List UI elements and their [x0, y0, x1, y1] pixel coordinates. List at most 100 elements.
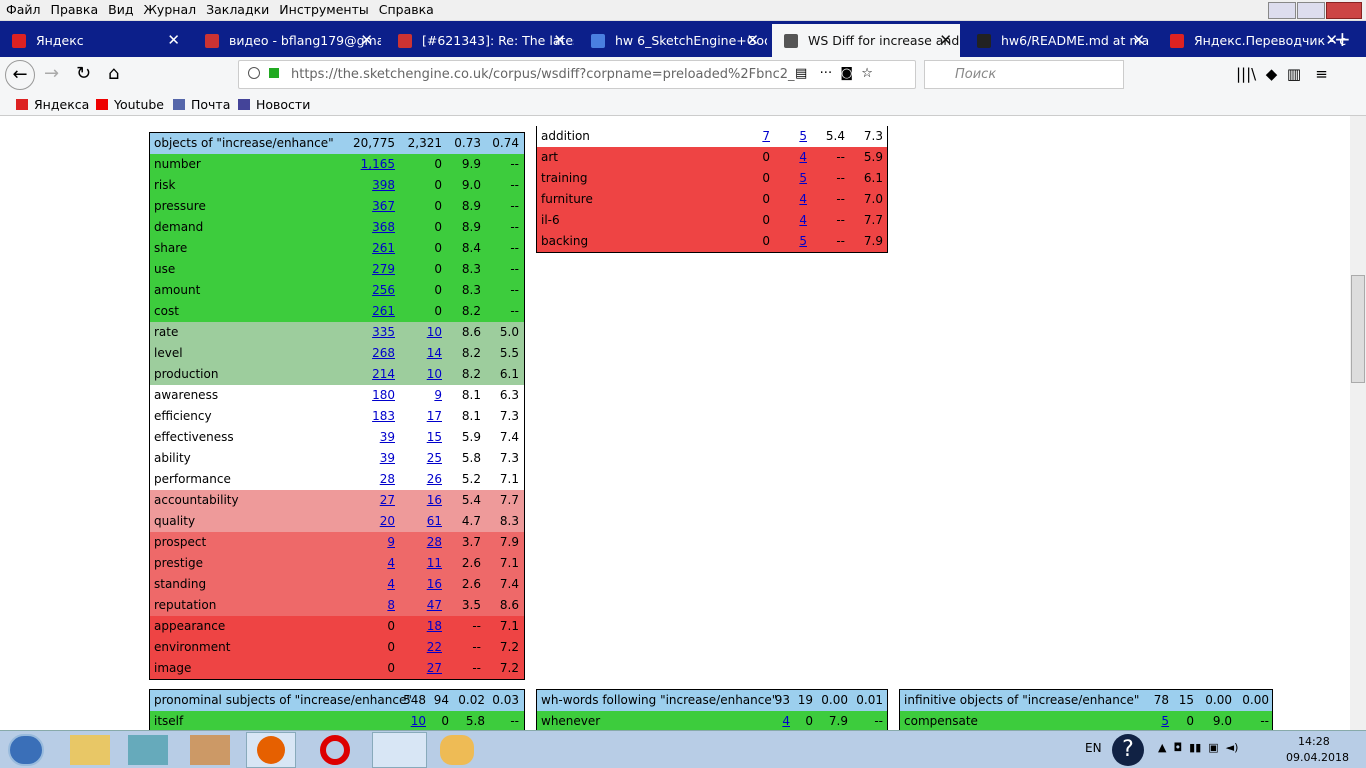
bookmark[interactable]: Яндекса — [34, 97, 90, 112]
frequency-link[interactable]: 39 — [379, 451, 395, 465]
frequency-link[interactable]: 16 — [426, 493, 442, 507]
frequency-link[interactable]: 5 — [1161, 714, 1169, 728]
menu-item[interactable]: Вид — [108, 2, 134, 17]
media-icon[interactable] — [128, 735, 168, 765]
bookmark[interactable]: Почта — [191, 97, 231, 112]
frequency-link[interactable]: 18 — [426, 619, 442, 633]
frequency-link[interactable]: 47 — [426, 598, 442, 612]
menu-item[interactable]: Инструменты — [279, 2, 369, 17]
frequency-link[interactable]: 27 — [379, 493, 395, 507]
frequency-link[interactable]: 5 — [799, 129, 807, 143]
frequency-link[interactable]: 17 — [426, 409, 442, 423]
frequency-link[interactable]: 180 — [372, 388, 395, 402]
paint-icon[interactable] — [440, 735, 474, 765]
frequency-link[interactable]: 5 — [799, 234, 807, 248]
frequency-link[interactable]: 279 — [372, 262, 395, 276]
frequency-link[interactable]: 61 — [426, 514, 442, 528]
frequency-link[interactable]: 4 — [387, 577, 395, 591]
forward-button[interactable]: → — [44, 63, 60, 84]
frequency-link[interactable]: 261 — [372, 304, 395, 318]
toolbar-icons[interactable]: |||\ ◆ ▥ ≡ — [1236, 65, 1328, 83]
frequency-link[interactable]: 15 — [426, 430, 442, 444]
frequency-link[interactable]: 7 — [762, 129, 770, 143]
menu-item[interactable]: Файл — [6, 2, 41, 17]
home-button[interactable]: ⌂ — [108, 63, 120, 84]
maximize[interactable] — [1297, 2, 1325, 19]
clock-time[interactable]: 14:28 — [1298, 735, 1330, 748]
start-button[interactable] — [8, 734, 44, 766]
frequency-link[interactable]: 8 — [387, 598, 395, 612]
close[interactable] — [1326, 2, 1362, 19]
scrollbar[interactable] — [1350, 116, 1366, 730]
tab-close[interactable]: ✕ — [167, 31, 180, 49]
menu-item[interactable]: Правка — [50, 2, 99, 17]
minimize[interactable] — [1268, 2, 1296, 19]
frequency-link[interactable]: 183 — [372, 409, 395, 423]
tab[interactable]: видео - bflang179@gma ✕ — [193, 24, 381, 57]
menu-item[interactable]: Закладки — [206, 2, 270, 17]
tab-close[interactable]: ✕ — [360, 31, 373, 49]
tab-close[interactable]: ✕ — [746, 31, 759, 49]
opera-icon[interactable] — [320, 735, 350, 765]
frequency-link[interactable]: 22 — [426, 640, 442, 654]
bookmark[interactable]: Новости — [256, 97, 311, 112]
frequency-link[interactable]: 4 — [782, 714, 790, 728]
clock-date[interactable]: 09.04.2018 — [1286, 751, 1349, 764]
new-tab[interactable]: + — [1334, 27, 1351, 51]
frequency-link[interactable]: 25 — [426, 451, 442, 465]
back-button[interactable]: ← — [5, 60, 35, 90]
frequency-link[interactable]: 9 — [387, 535, 395, 549]
hp-icon[interactable] — [372, 732, 427, 768]
info-icon[interactable] — [248, 67, 260, 79]
tab-close[interactable]: ✕ — [939, 31, 952, 49]
frequency-link[interactable]: 5 — [799, 171, 807, 185]
frequency-link[interactable]: 14 — [426, 346, 442, 360]
firefox-icon[interactable] — [246, 732, 296, 768]
menu-item[interactable]: Журнал — [143, 2, 197, 17]
explorer-icon[interactable] — [70, 735, 110, 765]
frequency-link[interactable]: 256 — [372, 283, 395, 297]
tab[interactable]: WS Diff for increase and ✕ — [772, 24, 960, 57]
frequency-link[interactable]: 4 — [387, 556, 395, 570]
menu-item[interactable]: Справка — [378, 2, 434, 17]
tab[interactable]: Яндекс ✕ — [0, 24, 188, 57]
frequency-link[interactable]: 39 — [379, 430, 395, 444]
scroll-thumb[interactable] — [1351, 275, 1365, 383]
frequency-link[interactable]: 4 — [799, 213, 807, 227]
frequency-link[interactable]: 28 — [426, 535, 442, 549]
help-icon[interactable]: ? — [1112, 734, 1144, 766]
frequency-link[interactable]: 335 — [372, 325, 395, 339]
address-bar[interactable]: https://the.sketchengine.co.uk/corpus/ws… — [238, 60, 916, 89]
frequency-link[interactable]: 27 — [426, 661, 442, 675]
tab[interactable]: Яндекс.Переводчик – сл ✕ — [1158, 24, 1346, 57]
frequency-link[interactable]: 26 — [426, 472, 442, 486]
bookmark[interactable]: Youtube — [114, 97, 164, 112]
frequency-link[interactable]: 9 — [434, 388, 442, 402]
frequency-link[interactable]: 16 — [426, 577, 442, 591]
tab[interactable]: hw6/README.md at ma ✕ — [965, 24, 1153, 57]
frequency-link[interactable]: 11 — [426, 556, 442, 570]
reload-button[interactable]: ↻ — [76, 63, 92, 84]
frequency-link[interactable]: 10 — [426, 367, 442, 381]
frequency-link[interactable]: 10 — [426, 325, 442, 339]
page-actions[interactable]: ▤ ··· ◙ ☆ — [795, 66, 873, 81]
tab-close[interactable]: ✕ — [1132, 31, 1145, 49]
app-icon[interactable] — [190, 735, 230, 765]
frequency-link[interactable]: 4 — [799, 150, 807, 164]
frequency-link[interactable]: 268 — [372, 346, 395, 360]
frequency-link[interactable]: 28 — [379, 472, 395, 486]
frequency-link[interactable]: 10 — [410, 714, 426, 728]
frequency-link[interactable]: 398 — [372, 178, 395, 192]
frequency-link[interactable]: 368 — [372, 220, 395, 234]
tab[interactable]: [#621343]: Re: The latest ✕ — [386, 24, 574, 57]
frequency-link[interactable]: 1,165 — [360, 157, 395, 171]
frequency-link[interactable]: 20 — [379, 514, 395, 528]
language[interactable]: EN — [1085, 741, 1102, 755]
tab-close[interactable]: ✕ — [1325, 31, 1338, 49]
frequency-link[interactable]: 261 — [372, 241, 395, 255]
tray-icons[interactable]: ▲ ◘ ▮▮ ▣ ◄) — [1158, 741, 1239, 754]
tab[interactable]: hw 6_SketchEngine+Goo ✕ — [579, 24, 767, 57]
frequency-link[interactable]: 214 — [372, 367, 395, 381]
search-box[interactable]: Поиск — [924, 60, 1124, 89]
tab-close[interactable]: ✕ — [553, 31, 566, 49]
